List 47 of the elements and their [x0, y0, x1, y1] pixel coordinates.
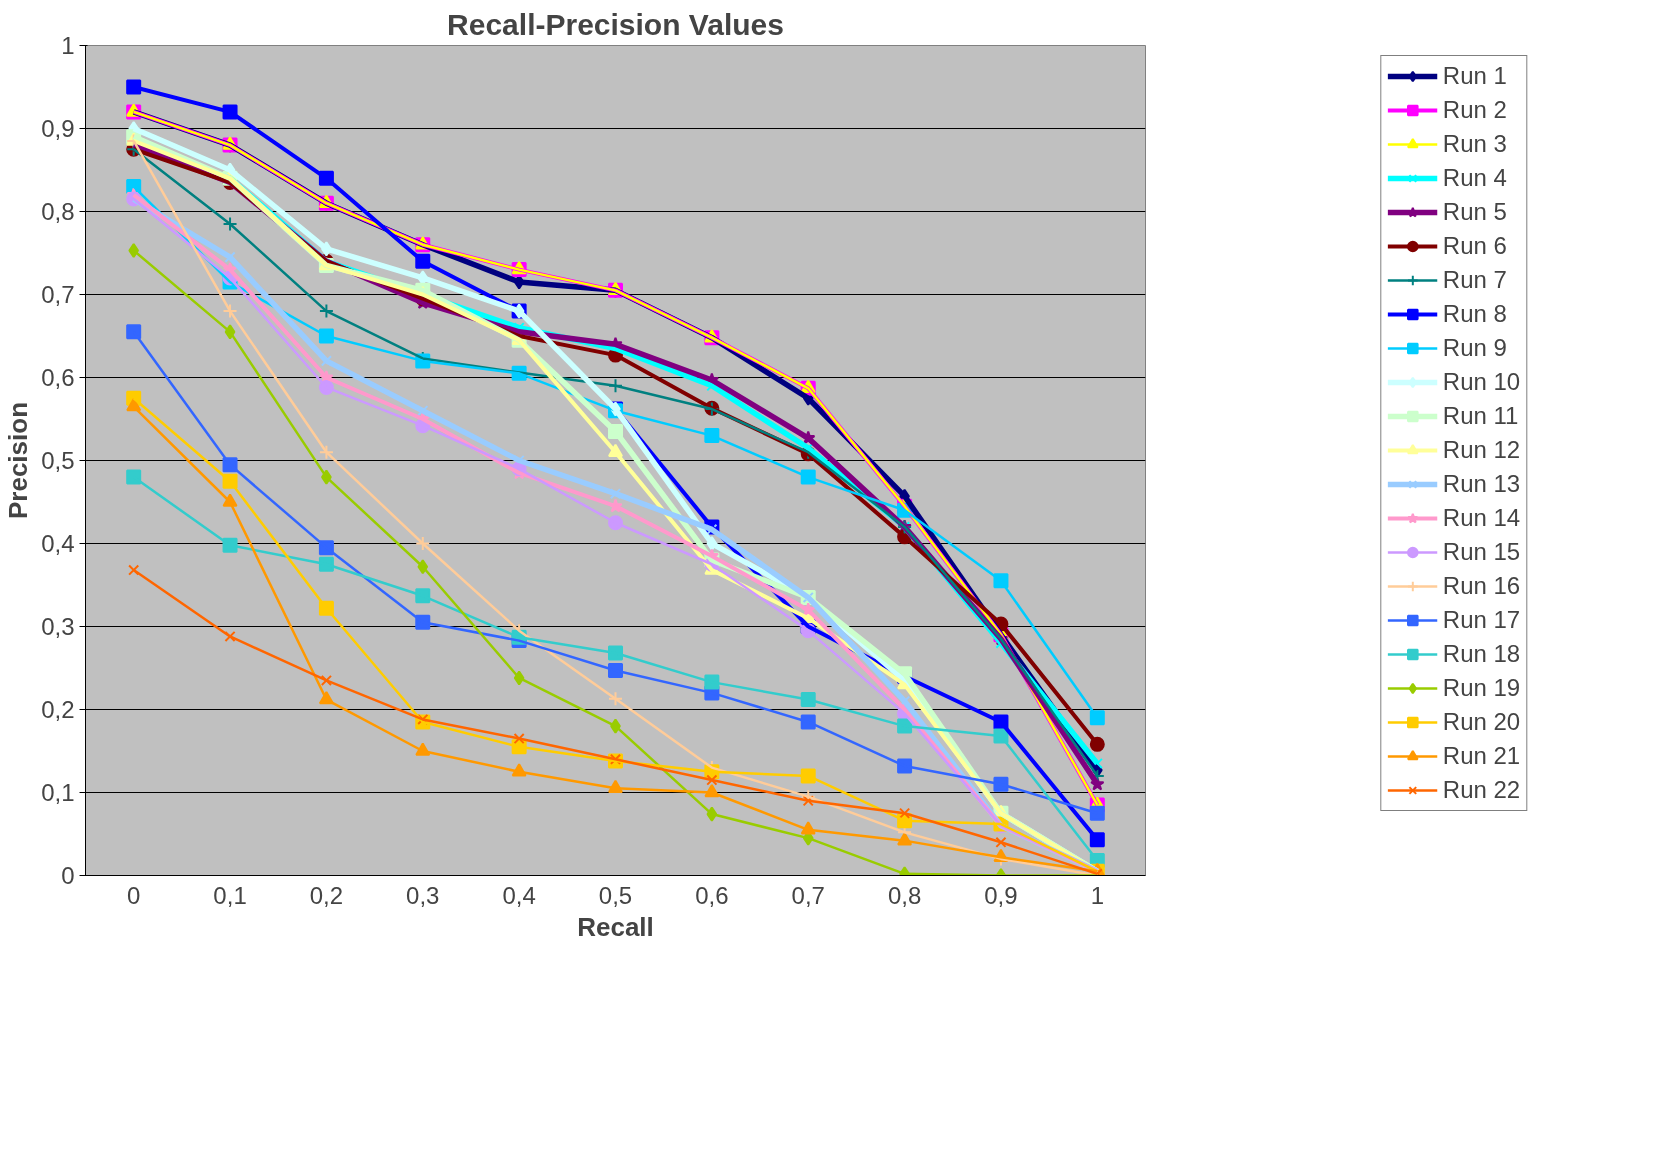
- legend-label: Run 8: [1442, 300, 1507, 328]
- y-tick-label: 0,6: [41, 364, 75, 391]
- x-axis-title: Recall: [577, 911, 654, 942]
- y-tick-label: 0: [61, 862, 75, 889]
- y-tick-label: 0,8: [41, 198, 75, 225]
- legend-label: Run 6: [1442, 232, 1507, 260]
- y-axis-title: Precision: [3, 401, 34, 520]
- legend-label: Run 10: [1442, 368, 1521, 396]
- x-tick-label: 0,7: [791, 881, 825, 909]
- legend-label: Run 20: [1442, 708, 1521, 736]
- x-tick-label: 0: [127, 881, 141, 909]
- legend-label: Run 1: [1442, 62, 1507, 90]
- x-tick-label: 0,2: [309, 881, 344, 909]
- y-tick-label: 0,3: [41, 613, 75, 640]
- legend-label: Run 2: [1442, 96, 1507, 124]
- legend-label: Run 18: [1442, 640, 1521, 668]
- legend-label: Run 7: [1442, 266, 1507, 294]
- y-tick-label: 1: [61, 32, 75, 59]
- legend-label: Run 12: [1442, 436, 1521, 464]
- legend-label: Run 14: [1442, 504, 1521, 532]
- legend-label: Run 9: [1442, 334, 1507, 362]
- legend-label: Run 5: [1442, 198, 1507, 226]
- x-tick-label: 0,3: [406, 881, 440, 909]
- x-tick-label: 0,6: [695, 881, 729, 909]
- legend-label: Run 16: [1442, 572, 1521, 600]
- y-tick-label: 0,4: [41, 530, 75, 557]
- chart-title: Recall-Precision Values: [447, 7, 784, 41]
- y-tick-label: 0,7: [41, 281, 75, 308]
- x-tick-label: 1: [1090, 881, 1104, 909]
- legend-label: Run 13: [1442, 470, 1521, 498]
- y-tick-label: 0,9: [41, 115, 75, 142]
- y-tick-label: 0,5: [41, 447, 75, 474]
- x-tick-label: 0,5: [598, 881, 633, 909]
- y-tick-label: 0,2: [41, 696, 75, 723]
- x-tick-label: 0,1: [213, 881, 247, 909]
- legend-label: Run 22: [1442, 776, 1521, 804]
- legend-label: Run 3: [1442, 130, 1507, 158]
- legend-label: Run 21: [1442, 742, 1521, 770]
- legend-label: Run 19: [1442, 674, 1521, 702]
- x-tick-label: 0,8: [887, 881, 922, 909]
- x-tick-label: 0,9: [984, 881, 1018, 909]
- x-tick-label: 0,4: [502, 881, 536, 909]
- y-tick-label: 0,1: [41, 779, 75, 806]
- legend-label: Run 15: [1442, 538, 1521, 566]
- legend-label: Run 4: [1442, 164, 1507, 192]
- legend-label: Run 11: [1442, 402, 1519, 430]
- legend-label: Run 17: [1442, 606, 1521, 634]
